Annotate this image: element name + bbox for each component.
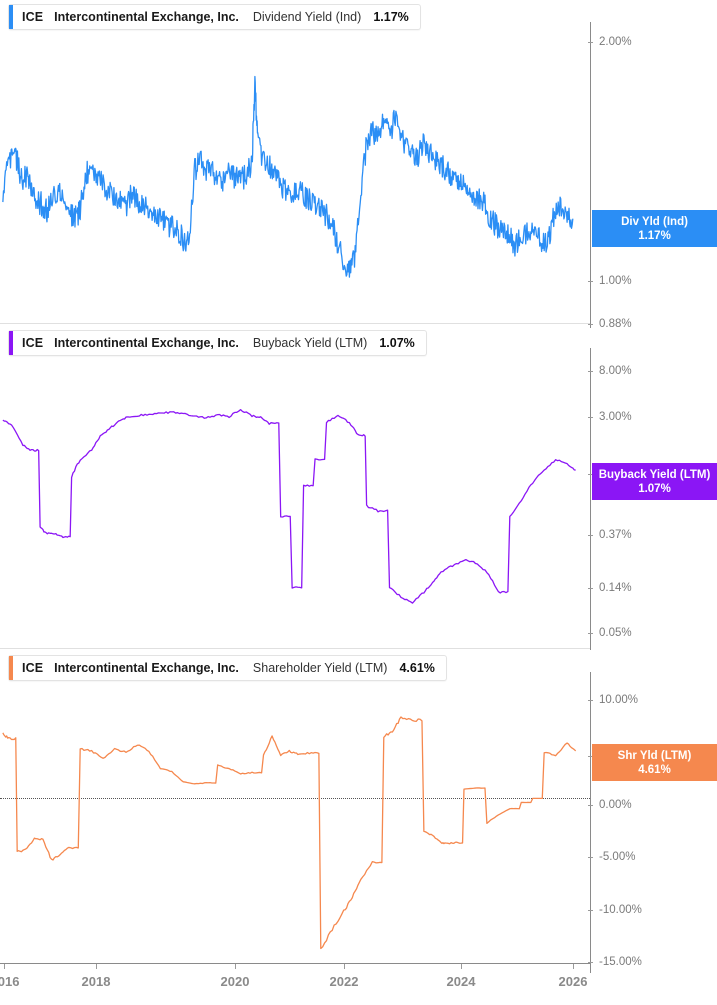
y-tick-dividend-yield-2: 0.88% [588, 317, 632, 331]
metric-value: 4.61% [399, 661, 435, 675]
metric-name: Dividend Yield (Ind) [252, 10, 362, 24]
tick-label: 0.05% [599, 627, 632, 639]
x-axis-label-2018: 2018 [81, 974, 111, 989]
plot-area-dividend-yield [0, 30, 590, 318]
tick-mark [588, 534, 593, 536]
zero-reference-line [0, 798, 590, 800]
y-axis-line-dividend-yield [590, 22, 591, 328]
y-tick-buyback-yield-4: 0.14% [588, 581, 632, 595]
y-tick-buyback-yield-5: 0.05% [588, 626, 632, 640]
panel-separator [0, 648, 590, 649]
x-axis-label-2020: 2020 [220, 974, 250, 989]
y-axis-line-shareholder-yield [590, 672, 591, 973]
metric-value: 1.17% [373, 10, 409, 24]
tick-label: 0.37% [599, 529, 632, 541]
company-name: Intercontinental Exchange, Inc. [54, 10, 239, 24]
y-tick-shareholder-yield-4: -10.00% [588, 903, 642, 917]
tick-label: -10.00% [599, 904, 642, 916]
ticker-symbol: ICE [22, 336, 44, 350]
y-tick-dividend-yield-1: 1.00% [588, 274, 632, 288]
y-tick-shareholder-yield-3: -5.00% [588, 850, 636, 864]
metric-name: Shareholder Yield (LTM) [252, 661, 388, 675]
metric-value: 1.07% [379, 336, 415, 350]
series-line-dividend-yield [2, 75, 574, 278]
badge-value: 1.17% [638, 229, 671, 242]
ticker-symbol: ICE [22, 10, 44, 24]
tick-label: -5.00% [599, 851, 636, 863]
legend-chip-buyback-yield[interactable]: ICE Intercontinental Exchange, Inc. Buybac… [8, 330, 427, 356]
tick-mark [588, 961, 593, 963]
plot-area-shareholder-yield [0, 680, 590, 963]
x-tick-2 [235, 964, 236, 969]
tick-mark [588, 632, 593, 634]
y-tick-dividend-yield-0: 2.00% [588, 35, 632, 49]
tick-label: 0.14% [599, 582, 632, 594]
series-line-shareholder-yield [2, 716, 577, 950]
panel-separator [0, 323, 590, 324]
badge-value: 1.07% [638, 482, 671, 495]
y-tick-shareholder-yield-0: 10.00% [588, 693, 639, 707]
company-name: Intercontinental Exchange, Inc. [54, 661, 239, 675]
badge-value: 4.61% [638, 763, 671, 776]
series-color-swatch [9, 5, 13, 29]
tick-mark [588, 280, 593, 282]
tick-mark [588, 370, 593, 372]
company-name: Intercontinental Exchange, Inc. [54, 336, 239, 350]
tick-mark [588, 856, 593, 858]
ticker-symbol: ICE [22, 661, 44, 675]
y-tick-buyback-yield-3: 0.37% [588, 528, 632, 542]
x-axis-label-2016: 2016 [0, 974, 20, 989]
tick-mark [588, 909, 593, 911]
value-badge-buyback-yield[interactable]: Buyback Yield (LTM) 1.07% [592, 463, 717, 500]
tick-mark [588, 755, 593, 757]
tick-label: 8.00% [599, 365, 632, 377]
x-tick-0 [4, 964, 5, 969]
badge-title: Buyback Yield (LTM) [598, 468, 711, 481]
x-tick-3 [344, 964, 345, 969]
x-axis-label-2026: 2026 [558, 974, 588, 989]
value-badge-shareholder-yield[interactable]: Shr Yld (LTM) 4.61% [592, 744, 717, 781]
y-axis-line-buyback-yield [590, 348, 591, 650]
badge-title: Div Yld (Ind) [621, 215, 688, 228]
y-tick-buyback-yield-0: 8.00% [588, 364, 632, 378]
legend-chip-shareholder-yield[interactable]: ICE Intercontinental Exchange, Inc. Shareh… [8, 655, 447, 681]
series-color-swatch [9, 331, 13, 355]
tick-mark [588, 416, 593, 418]
metric-name: Buyback Yield (LTM) [252, 336, 368, 350]
tick-label: 10.00% [599, 694, 639, 706]
plot-area-buyback-yield [0, 356, 590, 640]
series-color-swatch [9, 656, 13, 680]
tick-mark [588, 473, 593, 475]
y-tick-buyback-yield-1: 3.00% [588, 410, 632, 424]
x-axis-label-2022: 2022 [329, 974, 359, 989]
tick-label: 2.00% [599, 36, 632, 48]
tick-label: 1.00% [599, 275, 632, 287]
x-axis-label-2024: 2024 [446, 974, 476, 989]
x-tick-5 [573, 964, 574, 969]
tick-mark [588, 323, 593, 325]
tick-mark [588, 587, 593, 589]
series-line-buyback-yield [2, 409, 576, 604]
tick-label: 0.00% [599, 799, 632, 811]
y-tick-shareholder-yield-5: -15.00% [588, 955, 642, 969]
value-badge-dividend-yield[interactable]: Div Yld (Ind) 1.17% [592, 210, 717, 247]
tick-mark [588, 41, 593, 43]
x-axis-line [0, 963, 590, 964]
legend-chip-dividend-yield[interactable]: ICE Intercontinental Exchange, Inc. Divide… [8, 4, 421, 30]
tick-mark [588, 804, 593, 806]
tick-mark [588, 699, 593, 701]
x-tick-1 [96, 964, 97, 969]
tick-label: 3.00% [599, 411, 632, 423]
x-tick-4 [461, 964, 462, 969]
tick-label: 0.88% [599, 318, 632, 330]
y-tick-shareholder-yield-2: 0.00% [588, 798, 632, 812]
badge-title: Shr Yld (LTM) [617, 749, 692, 762]
tick-label: -15.00% [599, 956, 642, 968]
